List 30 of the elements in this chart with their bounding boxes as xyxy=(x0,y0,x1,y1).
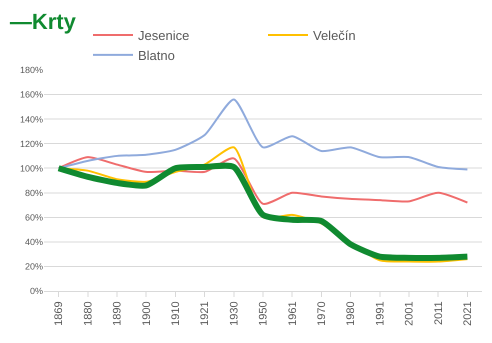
x-tick-label: 2011 xyxy=(432,301,445,326)
x-tick-label: 1970 xyxy=(316,301,328,326)
y-tick-label: 60% xyxy=(24,212,43,222)
legend-label: Jesenice xyxy=(138,28,190,44)
x-tick-label: 1950 xyxy=(258,301,270,326)
y-tick-label: 160% xyxy=(20,90,43,100)
x-tick-label: 2021 xyxy=(462,301,474,326)
x-tick-label: 1880 xyxy=(82,301,94,326)
y-tick-label: 20% xyxy=(24,262,43,272)
x-tick-label: 1921 xyxy=(199,301,212,326)
y-tick-label: 120% xyxy=(20,138,43,149)
y-tick-label: 80% xyxy=(24,188,43,198)
x-tick-label: 1869 xyxy=(53,301,66,326)
x-tick-label: 2001 xyxy=(404,301,416,326)
y-tick-label: 0% xyxy=(30,286,43,296)
legend-label: Blatno xyxy=(138,48,175,63)
line-series xyxy=(58,98,468,170)
x-tick-label: 1900 xyxy=(140,301,153,326)
legend-label: Velečín xyxy=(313,28,356,44)
x-tick-label: 1980 xyxy=(345,301,358,326)
y-tick-label: 40% xyxy=(24,237,43,248)
y-tick-label: 100% xyxy=(20,163,43,174)
chart-title: —Krty xyxy=(10,9,77,34)
x-tick-label: 1961 xyxy=(286,301,299,326)
x-tick-label: 1930 xyxy=(228,301,240,326)
x-tick-label: 1910 xyxy=(170,301,182,326)
x-tick-label: 1890 xyxy=(112,301,124,326)
x-tick-label: 1991 xyxy=(374,301,386,326)
y-tick-label: 180% xyxy=(20,65,43,76)
y-tick-label: 140% xyxy=(20,114,43,124)
